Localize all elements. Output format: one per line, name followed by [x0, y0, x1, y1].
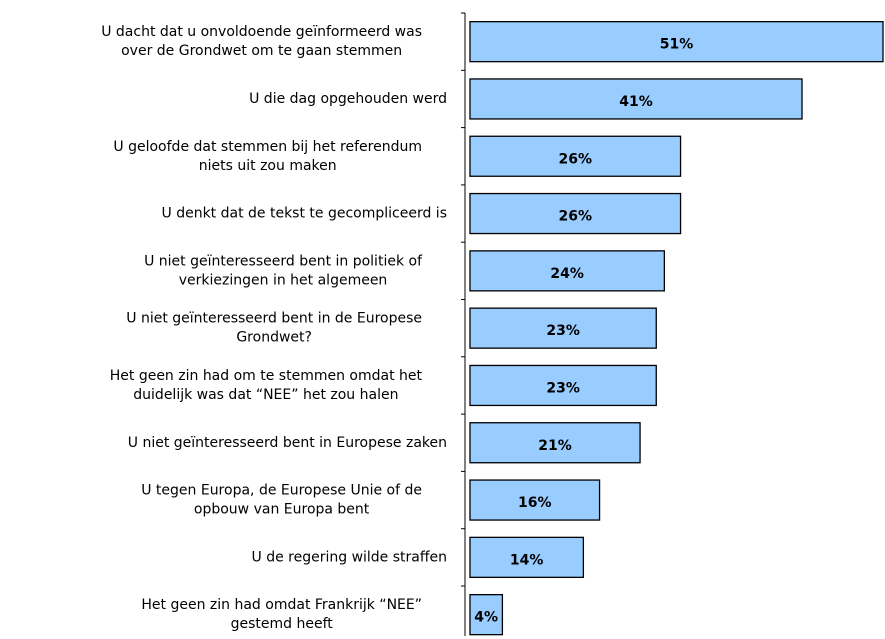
category-label: Het geen zin had om te stemmen omdat het… — [110, 368, 423, 403]
value-label: 26% — [559, 151, 593, 167]
category-label: Het geen zin had omdat Frankrijk “NEE” ge… — [141, 597, 422, 632]
bar — [469, 192, 682, 235]
value-label: 23% — [546, 323, 580, 339]
category-label: U niet geïnteresseerd bent in politiek o… — [144, 253, 423, 288]
category-label: U dacht dat u onvoldoende geïnformeerd w… — [101, 24, 422, 59]
value-label: 23% — [546, 380, 580, 396]
bar — [469, 135, 682, 177]
category-label: U niet geïnteresseerd bent in Europese z… — [128, 435, 447, 451]
bar — [469, 20, 884, 63]
category-label: U tegen Europa, de Europese Unie of de op… — [141, 483, 422, 518]
value-label: 21% — [538, 438, 572, 454]
bar — [469, 536, 585, 578]
bar — [469, 422, 641, 464]
category-label: U die dag opgehouden werd — [249, 91, 447, 107]
value-label: 41% — [619, 94, 653, 110]
bar — [469, 479, 601, 521]
bar — [469, 594, 504, 636]
category-label: U denkt dat de tekst te gecompliceerd is — [162, 206, 448, 222]
category-label: U de regering wilde straffen — [252, 549, 448, 565]
value-label: 16% — [518, 495, 552, 511]
bar — [469, 364, 657, 407]
value-label: 24% — [550, 266, 584, 282]
bar — [469, 78, 803, 120]
category-label: U geloofde dat stemmen bij het referendu… — [113, 139, 422, 174]
value-label: 4% — [474, 610, 498, 626]
value-label: 14% — [510, 552, 544, 568]
bar — [469, 307, 657, 349]
category-label: U niet geïnteresseerd bent in de Europes… — [126, 311, 422, 346]
bar — [469, 250, 666, 292]
value-label: 51% — [660, 37, 694, 53]
value-label: 26% — [559, 209, 593, 225]
